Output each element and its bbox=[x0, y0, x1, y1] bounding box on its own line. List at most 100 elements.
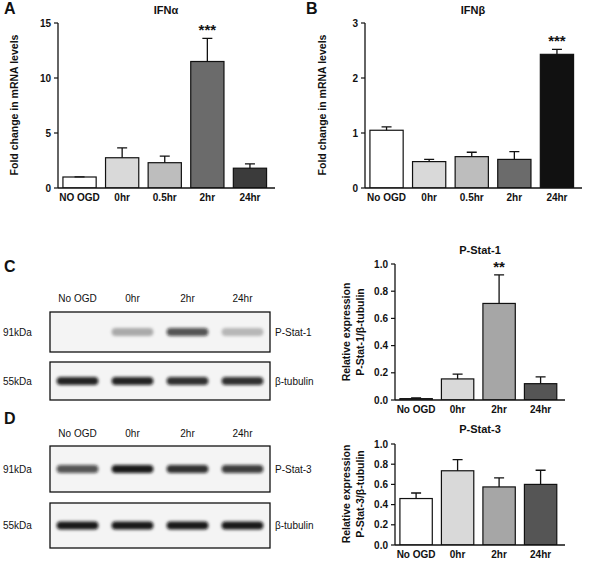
blot-band bbox=[57, 377, 99, 385]
x-tick-label: 0hr bbox=[114, 192, 130, 203]
blot-band bbox=[222, 328, 264, 336]
error-bar bbox=[245, 164, 255, 168]
bar bbox=[498, 159, 531, 188]
chart-a: AIFNαFold change in mRNA levels051015NO … bbox=[4, 0, 275, 203]
y-tick-label: 3 bbox=[352, 18, 358, 29]
panel-letter: A bbox=[4, 0, 16, 17]
significance: *** bbox=[199, 21, 217, 38]
y-axis-label: Fold change in mRNA levels bbox=[8, 34, 20, 175]
error-bar bbox=[160, 156, 170, 163]
error-bar bbox=[411, 493, 421, 499]
chart-b: BIFNβFold change in mRNA levels0123No OG… bbox=[306, 0, 582, 203]
bar bbox=[483, 487, 515, 545]
y-tick-label: 0.8 bbox=[374, 459, 388, 470]
bar bbox=[400, 499, 432, 545]
blot-band bbox=[167, 522, 209, 530]
error-bar bbox=[536, 377, 546, 384]
error-bar bbox=[552, 49, 562, 54]
blot-band bbox=[222, 465, 264, 473]
x-tick-label: 24hr bbox=[530, 549, 551, 560]
x-tick-label: No OGD bbox=[397, 404, 436, 415]
blot-band bbox=[112, 328, 154, 336]
y-axis-label: Relative expression bbox=[340, 283, 352, 382]
y-tick-label: 1.0 bbox=[374, 259, 388, 270]
blot-band bbox=[167, 328, 209, 336]
x-axis bbox=[58, 187, 275, 188]
size-marker: 91kDa bbox=[3, 327, 32, 338]
bar bbox=[441, 471, 473, 545]
blot-band bbox=[112, 522, 154, 530]
y-tick-label: 15 bbox=[40, 18, 52, 29]
y-tick-label: 0 bbox=[352, 183, 358, 194]
western-blot: No OGD0hr2hr24hr91kDaP-Stat-155kDaβ-tubu… bbox=[3, 293, 314, 400]
protein-label: β-tubulin bbox=[275, 376, 314, 387]
bars bbox=[370, 49, 574, 188]
blot-frame bbox=[50, 446, 270, 492]
error-bar bbox=[509, 152, 519, 160]
bar bbox=[455, 157, 488, 188]
bar bbox=[106, 158, 139, 188]
bar bbox=[413, 162, 446, 188]
y-tick-label: 2 bbox=[352, 73, 358, 84]
y-tick-label: 0.6 bbox=[374, 479, 388, 490]
x-tick-label: 2hr bbox=[491, 549, 507, 560]
error-bar bbox=[494, 478, 504, 487]
bar bbox=[441, 379, 473, 400]
y-tick-label: 0.2 bbox=[374, 519, 388, 530]
lane-label: No OGD bbox=[58, 293, 96, 304]
bar bbox=[148, 163, 181, 188]
error-bar bbox=[494, 275, 504, 304]
protein-label: P-Stat-1 bbox=[275, 327, 312, 338]
error-bar bbox=[202, 38, 212, 61]
x-tick-label: 24hr bbox=[239, 192, 260, 203]
error-bar bbox=[75, 176, 85, 178]
panel-letter: C bbox=[4, 258, 16, 275]
x-tick-label: 0hr bbox=[450, 404, 466, 415]
lane-label: 2hr bbox=[180, 293, 195, 304]
x-tick-label: 0.5hr bbox=[460, 192, 484, 203]
y-tick-label: 0.4 bbox=[374, 499, 388, 510]
blot-band bbox=[167, 377, 209, 385]
size-marker: 91kDa bbox=[3, 464, 32, 475]
x-axis bbox=[365, 187, 582, 188]
x-axis bbox=[395, 399, 565, 400]
significance: ** bbox=[493, 258, 505, 275]
blot-frame bbox=[50, 362, 270, 400]
x-tick-label: No OGD bbox=[397, 549, 436, 560]
y-axis bbox=[57, 23, 58, 188]
bar bbox=[540, 54, 573, 188]
blot-band bbox=[57, 465, 99, 473]
chart-title: IFNβ bbox=[461, 4, 486, 16]
x-tick-label: 24hr bbox=[530, 404, 551, 415]
lane-label: 24hr bbox=[232, 428, 253, 439]
significance: *** bbox=[548, 32, 566, 49]
y-axis bbox=[394, 444, 395, 545]
x-tick-label: 2hr bbox=[491, 404, 507, 415]
x-tick-label: 0hr bbox=[421, 192, 437, 203]
y-tick-label: 1.0 bbox=[374, 439, 388, 450]
x-tick-label: No OGD bbox=[367, 192, 406, 203]
y-tick-label: 0.6 bbox=[374, 313, 388, 324]
chart-title: P-Stat-3 bbox=[459, 423, 501, 435]
y-tick-label: 1 bbox=[352, 128, 358, 139]
y-tick-label: 0 bbox=[45, 183, 51, 194]
y-axis bbox=[394, 264, 395, 400]
size-marker: 55kDa bbox=[3, 520, 32, 531]
y-axis-label: P-Stat-1/β-tubulin bbox=[354, 288, 366, 375]
lane-label: 0hr bbox=[125, 428, 140, 439]
error-bar bbox=[536, 470, 546, 484]
chart-title: IFNα bbox=[154, 4, 179, 16]
blot-frame bbox=[50, 503, 270, 548]
blot-band bbox=[57, 522, 99, 530]
y-axis-label: Relative expression bbox=[340, 445, 352, 544]
bars bbox=[63, 38, 267, 188]
blot-band bbox=[222, 377, 264, 385]
error-bar bbox=[424, 159, 434, 161]
y-tick-label: 0.0 bbox=[374, 395, 388, 406]
y-axis-label: Fold change in mRNA levels bbox=[316, 34, 328, 175]
y-tick-label: 0.2 bbox=[374, 367, 388, 378]
size-marker: 55kDa bbox=[3, 376, 32, 387]
western-blot: No OGD0hr2hr24hr91kDaP-Stat-355kDaβ-tubu… bbox=[3, 428, 314, 548]
blot-band bbox=[112, 377, 154, 385]
protein-label: P-Stat-3 bbox=[275, 464, 312, 475]
